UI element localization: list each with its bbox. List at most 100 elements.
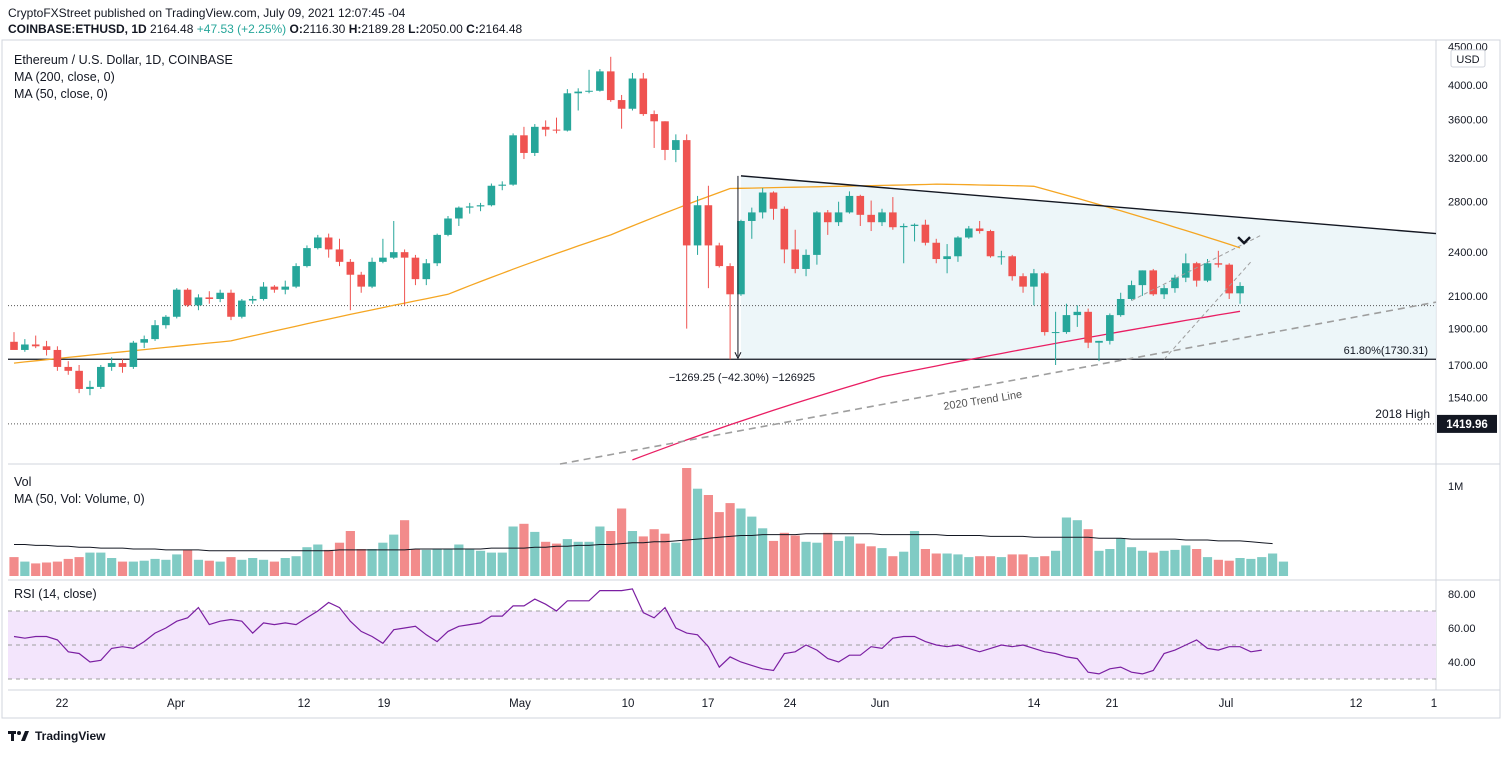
volume-bar bbox=[606, 531, 616, 576]
candle bbox=[954, 236, 962, 262]
candle bbox=[140, 335, 148, 349]
volume-bar bbox=[389, 534, 399, 576]
candle-body bbox=[1019, 276, 1027, 287]
candle bbox=[357, 271, 365, 293]
candle bbox=[834, 201, 843, 226]
candle bbox=[487, 183, 496, 207]
candle-body bbox=[606, 71, 615, 101]
open-value: 2116.30 bbox=[302, 22, 346, 36]
rsi-tick-label: 80.00 bbox=[1448, 589, 1476, 601]
candle-body bbox=[172, 289, 181, 317]
price-tick-label: 4000.00 bbox=[1448, 80, 1488, 92]
candle-body bbox=[639, 78, 648, 115]
candle bbox=[563, 89, 572, 132]
x-tick-label: 1 bbox=[1431, 698, 1437, 710]
candle-body bbox=[227, 292, 235, 317]
candle-body bbox=[487, 185, 496, 206]
volume-bar bbox=[1170, 549, 1180, 576]
candle bbox=[1084, 308, 1092, 349]
candle bbox=[21, 339, 29, 352]
volume-bar bbox=[801, 541, 811, 576]
volume-bar bbox=[193, 559, 204, 576]
volume-bar bbox=[562, 539, 572, 576]
legend-vol: Vol bbox=[14, 475, 32, 489]
candle bbox=[1192, 261, 1201, 287]
candle-body bbox=[921, 224, 930, 243]
candle bbox=[10, 332, 18, 350]
high-label: H: bbox=[348, 22, 362, 36]
candle-body bbox=[889, 212, 897, 228]
legend-ma200: MA (200, close, 0) bbox=[14, 70, 115, 84]
volume-bar bbox=[1202, 557, 1213, 576]
candle bbox=[943, 244, 951, 274]
volume-bar bbox=[975, 556, 985, 576]
candle bbox=[693, 195, 702, 255]
volume-bar bbox=[9, 557, 19, 576]
x-tick-label: 14 bbox=[1028, 698, 1041, 710]
candle bbox=[910, 223, 919, 242]
candle-body bbox=[10, 341, 18, 350]
low-value: 2050.00 bbox=[419, 22, 463, 36]
volume-bar bbox=[703, 495, 713, 576]
candle bbox=[758, 187, 767, 219]
footer-brand[interactable]: TradingView bbox=[8, 729, 105, 743]
candle bbox=[748, 207, 756, 239]
volume-bar bbox=[758, 528, 768, 576]
candle bbox=[97, 365, 105, 389]
candle bbox=[433, 233, 441, 267]
candle bbox=[541, 120, 550, 137]
volume-bar bbox=[486, 552, 496, 576]
candle-body bbox=[335, 249, 344, 262]
publisher-line: CryptoFXStreet published on TradingView.… bbox=[8, 6, 406, 20]
candle bbox=[932, 238, 941, 264]
candle bbox=[1008, 254, 1016, 281]
candle-body bbox=[465, 206, 474, 208]
candle bbox=[324, 233, 333, 258]
candle-body bbox=[1203, 263, 1212, 281]
candle bbox=[704, 185, 713, 289]
legend-ma50: MA (50, close, 0) bbox=[14, 87, 108, 101]
candle bbox=[205, 291, 214, 304]
candle-body bbox=[541, 126, 550, 130]
candle-body bbox=[1040, 273, 1049, 333]
measure-arrow-head bbox=[734, 351, 742, 360]
candle-body bbox=[1236, 285, 1244, 294]
candle-body bbox=[899, 225, 908, 228]
candle-body bbox=[574, 91, 582, 94]
candle bbox=[389, 220, 398, 260]
volume-bar bbox=[551, 543, 562, 576]
candle-body bbox=[422, 263, 431, 280]
volume-bar bbox=[541, 541, 551, 576]
volume-bar bbox=[367, 549, 377, 576]
candle bbox=[965, 225, 973, 239]
volume-bar bbox=[996, 557, 1006, 576]
candle-body bbox=[823, 212, 832, 223]
volume-bar bbox=[454, 544, 464, 576]
volume-bar bbox=[725, 503, 735, 576]
volume-bar bbox=[834, 540, 844, 576]
candle-body bbox=[281, 286, 290, 290]
candle-body bbox=[1030, 273, 1038, 287]
x-tick-label: 10 bbox=[622, 698, 635, 710]
ma50-line bbox=[13, 183, 1241, 364]
candle-body bbox=[596, 71, 604, 91]
candle-body bbox=[682, 140, 691, 246]
candle-body bbox=[986, 231, 995, 257]
candle-body bbox=[259, 286, 268, 299]
candle bbox=[617, 94, 626, 129]
candle bbox=[921, 219, 930, 246]
candle-body bbox=[650, 114, 658, 122]
candle-body bbox=[292, 266, 300, 287]
candle bbox=[292, 263, 300, 289]
candle-body bbox=[498, 184, 507, 186]
volume-bar bbox=[1094, 550, 1104, 576]
candle-body bbox=[910, 224, 919, 226]
tradingview-logo-icon bbox=[8, 731, 29, 741]
currency-box bbox=[1450, 49, 1486, 68]
wedge-upper-line bbox=[1131, 234, 1262, 302]
quote-line: COINBASE:ETHUSD, 1D 2164.48 +47.53 (+2.2… bbox=[8, 22, 522, 36]
candle bbox=[281, 280, 290, 295]
candle bbox=[606, 56, 615, 102]
volume-bar bbox=[931, 553, 941, 576]
